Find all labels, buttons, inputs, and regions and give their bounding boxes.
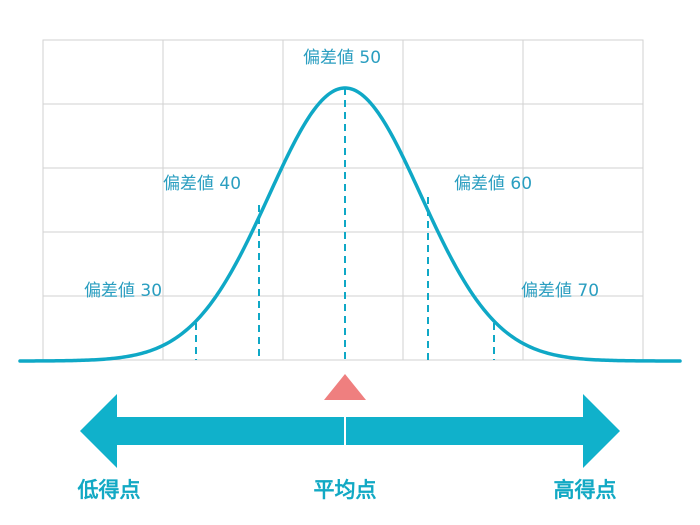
grid-border [42, 39, 644, 361]
dev60-label: 偏差値 60 [454, 174, 532, 194]
grid [42, 39, 644, 361]
low-score-label: 低得点 [77, 478, 141, 502]
high-score-label: 高得点 [554, 478, 617, 502]
dev40-label: 偏差値 40 [163, 174, 241, 194]
deviation-lines [195, 88, 495, 360]
score-axis-arrow [80, 394, 620, 468]
mean-score-label: 平均点 [314, 478, 377, 502]
dev50-label: 偏差値 50 [303, 48, 381, 68]
normal-curve [18, 86, 682, 363]
dev70-label: 偏差値 70 [521, 281, 599, 301]
dev30-label: 偏差値 30 [84, 281, 162, 301]
mean-marker-icon [324, 374, 366, 400]
